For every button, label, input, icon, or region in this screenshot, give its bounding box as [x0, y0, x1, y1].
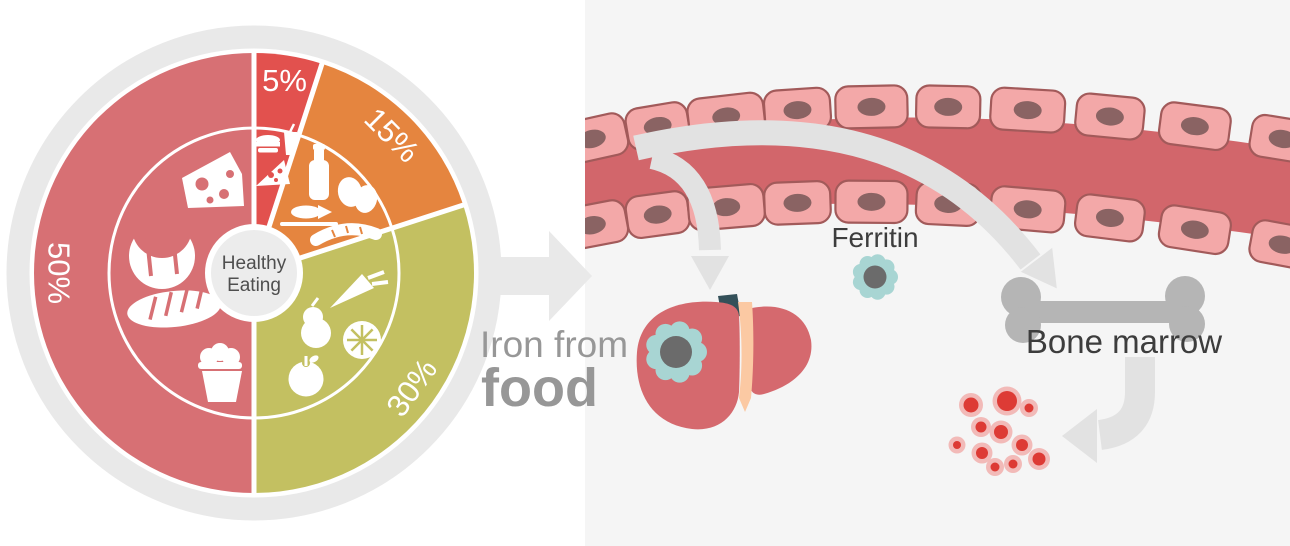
pie-outer-ring — [6, 25, 502, 521]
red-blood-cell — [992, 386, 1022, 416]
milk-bottle-icon — [309, 144, 329, 200]
apple-icon — [288, 355, 324, 397]
vessel-wall-bottom — [585, 179, 1290, 271]
red-blood-cell — [959, 393, 983, 417]
pear-icon — [301, 297, 331, 348]
red-blood-cell — [986, 458, 1004, 476]
liver-right-lobe — [748, 306, 812, 395]
carrot-icon — [330, 270, 389, 308]
pizza-slice-icon — [256, 160, 290, 186]
endothelial-cell — [914, 84, 982, 130]
eggs-icon — [337, 177, 378, 213]
food-label: food — [481, 358, 598, 418]
arrow-bone-to-cells — [1097, 357, 1155, 450]
endothelial-cell — [624, 190, 691, 240]
red-blood-cell — [971, 442, 993, 464]
pie-percent-label: 50% — [42, 242, 77, 304]
endothelial-cell — [989, 86, 1067, 134]
flow-arrow-right — [497, 231, 592, 321]
red-blood-cell — [971, 417, 991, 437]
background-right — [585, 0, 1290, 546]
cupcake-icon — [198, 343, 242, 402]
red-blood-cell — [1028, 448, 1050, 470]
ferritin-molecule-on-liver-icon — [646, 321, 707, 383]
red-blood-cell — [1011, 434, 1033, 456]
endothelial-cell — [1157, 101, 1232, 152]
endothelial-cell — [834, 179, 909, 225]
red-blood-cells — [948, 386, 1050, 476]
healthy-eating-pie-chart: 5%15%30%50% Healthy Eating — [6, 25, 502, 521]
liver-icon — [636, 294, 812, 430]
croissant-icon — [129, 198, 195, 289]
arrow-vessel-to-liver — [649, 147, 721, 251]
arrow-bone-to-cells-head — [1062, 409, 1097, 463]
fast-food-drink-icon — [256, 123, 297, 155]
bread-icon — [127, 289, 221, 328]
eating-label: Eating — [227, 275, 281, 296]
iron-from-label: Iron from — [480, 324, 628, 365]
ferritin-label: Ferritin — [831, 222, 918, 253]
vessel-arrows — [633, 120, 1060, 292]
arrow-vessel-to-bone-head — [1017, 244, 1060, 292]
arrow-vessel-to-liver-head — [691, 256, 729, 290]
red-blood-cell — [1004, 455, 1022, 473]
pie-inner-circle-outline — [107, 126, 401, 420]
arrow-vessel-to-bone — [633, 120, 1042, 272]
orange-slice-icon — [343, 321, 381, 359]
fish-icon — [280, 205, 338, 226]
red-blood-cell — [948, 436, 966, 454]
liver-division — [738, 302, 754, 412]
endothelial-cell — [1074, 92, 1146, 141]
healthy-label: Healthy — [222, 253, 287, 274]
bone-icon — [1001, 276, 1205, 343]
ferritin-core — [863, 265, 887, 289]
endothelial-cell — [1157, 204, 1232, 256]
pie-percent-label: 5% — [262, 63, 307, 98]
red-blood-cell — [1020, 399, 1038, 417]
red-blood-cell — [989, 420, 1013, 444]
bone-marrow-label: Bone marrow — [1026, 323, 1222, 360]
pie-center-circle — [205, 224, 303, 322]
ferritin-core — [660, 336, 692, 368]
cheese-icon — [182, 152, 244, 208]
ferritin-molecule-icon — [852, 254, 898, 300]
endothelial-cell — [834, 84, 909, 130]
endothelial-cell — [585, 199, 630, 252]
endothelial-cell — [1073, 193, 1146, 243]
sausage-icon — [310, 223, 382, 246]
endothelial-cell — [763, 180, 832, 226]
